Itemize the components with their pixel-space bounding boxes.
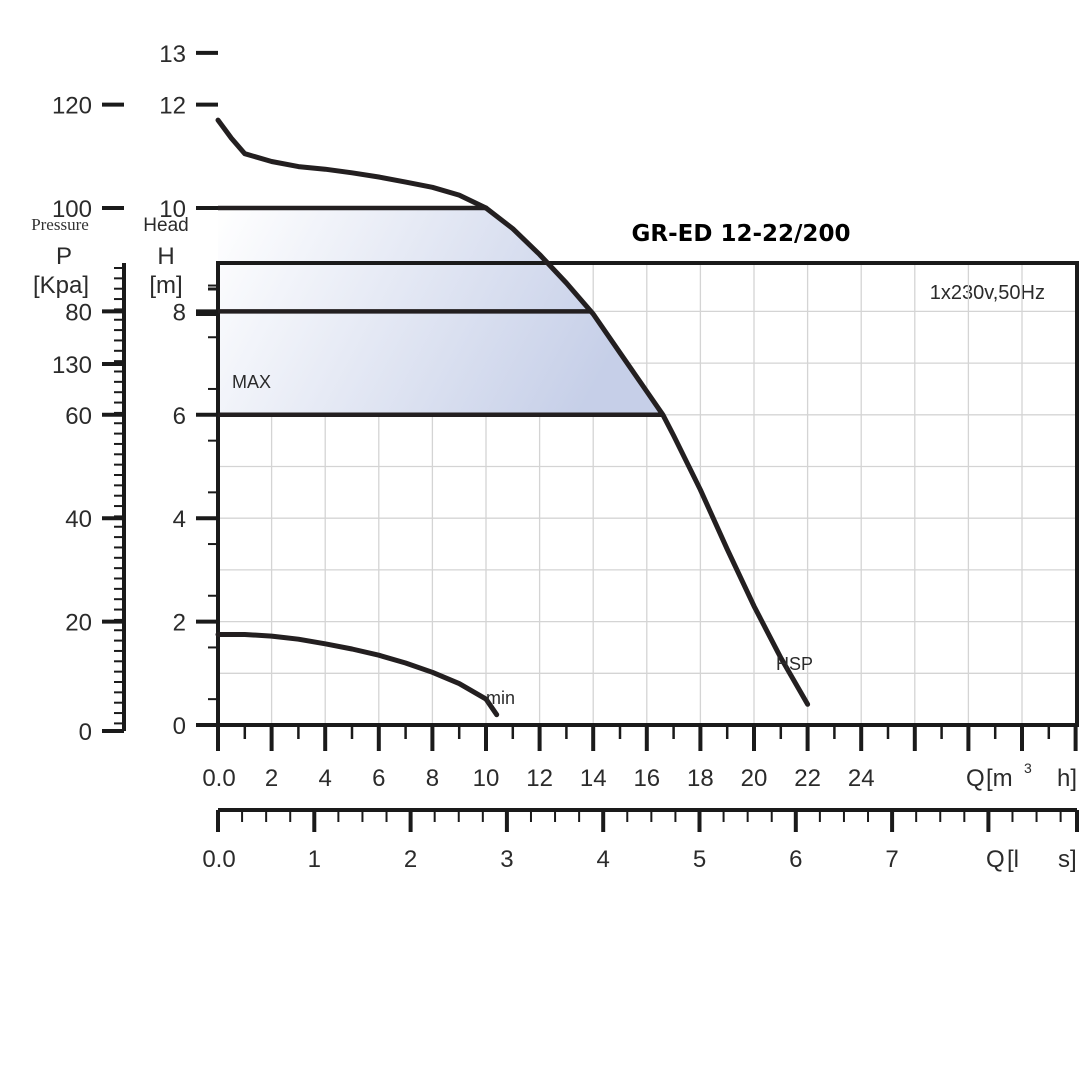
x-axis-m3h-unit-end: h] (1057, 765, 1077, 792)
series-label-hsp: HSP (776, 654, 813, 674)
curve-min (215, 632, 500, 718)
pressure-tick-label: 40 (65, 506, 92, 533)
head-symbol: H (157, 243, 174, 270)
pressure-tick-label: 100 (52, 196, 92, 223)
head-tick-label: 4 (173, 506, 186, 533)
curve-max (215, 117, 489, 211)
pressure-tick-label: 80 (65, 299, 92, 326)
x-axis-m3h-sup: 3 (1024, 760, 1032, 776)
pressure-caption: Pressure (31, 215, 89, 234)
flow-ls-tick-label: 3 (500, 846, 513, 873)
x-axis-m3h-label: Q [m 3 h] (966, 760, 1077, 792)
axes (102, 50, 1079, 832)
head-tick-label: 8 (173, 299, 186, 326)
x-axis-ls-unit: [l (1007, 846, 1019, 873)
pressure-unit: [Kpa] (33, 272, 89, 299)
head-tick-label: 0 (173, 713, 186, 740)
flow-ls-tick-label: 6 (789, 846, 802, 873)
curve-hsp (483, 205, 811, 707)
flow-m3h-tick-label: 16 (633, 765, 660, 792)
head-tick-label: 10 (159, 196, 186, 223)
head-tick-label: 2 (173, 610, 186, 637)
pressure-tick-label: 120 (52, 93, 92, 120)
flow-m3h-tick-label: 0.0 (202, 765, 235, 792)
pressure-symbol: P (56, 243, 72, 270)
x-axis-ls-label: Q [l s] (986, 846, 1077, 873)
series-label-max: MAX (232, 372, 271, 392)
flow-m3h-tick-label: 8 (426, 765, 439, 792)
pressure-tick-label: 20 (65, 610, 92, 637)
flow-ls-tick-label: 2 (404, 846, 417, 873)
head-tick-label: 12 (159, 93, 186, 120)
x-axis-m3h-q: Q (966, 765, 985, 792)
x-axis-ls-q: Q (986, 846, 1005, 873)
flow-ls-tick-label: 1 (308, 846, 321, 873)
chart-title: GR-ED 12-22/200 (632, 221, 851, 247)
series (215, 117, 811, 718)
flow-ls-tick-label: 7 (885, 846, 898, 873)
flow-m3h-tick-label: 22 (794, 765, 821, 792)
flow-ls-tick-label: 4 (597, 846, 610, 873)
flow-m3h-tick-label: 4 (319, 765, 332, 792)
head-tick-label: 6 (173, 403, 186, 430)
flow-m3h-tick-label: 20 (741, 765, 768, 792)
head-tick-label: 13 (159, 41, 186, 68)
pressure-tick-label: 0 (79, 719, 92, 746)
pressure-tick-label: 60 (65, 403, 92, 430)
flow-m3h-tick-label: 18 (687, 765, 714, 792)
flow-m3h-tick-label: 6 (372, 765, 385, 792)
flow-m3h-tick-label: 12 (526, 765, 553, 792)
x-axis-m3h-unit: [m (986, 765, 1013, 792)
flow-m3h-tick-label: 10 (473, 765, 500, 792)
x-axis-ls-unit-end: s] (1058, 846, 1077, 873)
flow-m3h-tick-label: 14 (580, 765, 607, 792)
series-label-min: min (486, 688, 515, 708)
flow-m3h-tick-label: 2 (265, 765, 278, 792)
head-unit: [m] (149, 272, 182, 299)
flow-ls-tick-label: 0.0 (202, 846, 235, 873)
head-caption: Head (143, 215, 188, 236)
supply-note: 1x230v,50Hz (930, 282, 1045, 304)
flow-ls-tick-label: 5 (693, 846, 706, 873)
pressure-tick-label: 130 (52, 352, 92, 379)
flow-m3h-tick-label: 24 (848, 765, 875, 792)
